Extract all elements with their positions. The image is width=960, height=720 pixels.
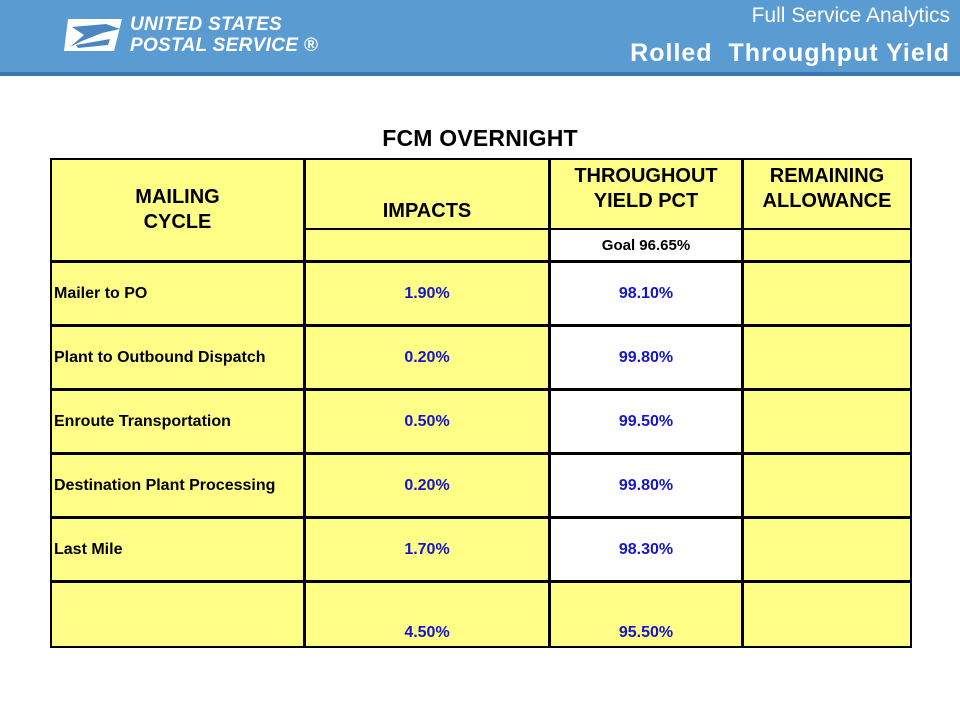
row-label: Last Mile: [50, 517, 305, 582]
logo-text: UNITED STATES POSTAL SERVICE ®: [130, 14, 318, 56]
remaining-subheader-blank: [742, 228, 912, 262]
impacts-subheader-blank: [304, 228, 550, 262]
remaining-value: [742, 453, 912, 518]
yield-value: 99.80%: [549, 453, 743, 518]
col-header-mailing-cycle: MAILING CYCLE: [50, 158, 305, 262]
total-label: [50, 581, 305, 648]
impact-value: 0.50%: [304, 389, 550, 454]
goal-cell: Goal 96.65%: [549, 228, 743, 262]
yield-table: MAILING CYCLE IMPACTS THROUGHOUT YIELD P…: [50, 158, 912, 648]
usps-logo: UNITED STATES POSTAL SERVICE ®: [62, 13, 318, 63]
remaining-value: [742, 261, 912, 326]
header-divider: [0, 72, 960, 76]
impact-value: 1.70%: [304, 517, 550, 582]
yield-value: 99.50%: [549, 389, 743, 454]
impact-value: 0.20%: [304, 453, 550, 518]
row-label: Destination Plant Processing: [50, 453, 305, 518]
impact-value: 1.90%: [304, 261, 550, 326]
col-header-throughput-yield: THROUGHOUT YIELD PCT: [549, 158, 743, 230]
remaining-value: [742, 389, 912, 454]
col-header-remaining-allowance: REMAINING ALLOWANCE: [742, 158, 912, 230]
remaining-value: [742, 517, 912, 582]
eagle-icon: [64, 19, 122, 51]
yield-value: 99.80%: [549, 325, 743, 390]
row-label: Enroute Transportation: [50, 389, 305, 454]
row-label: Plant to Outbound Dispatch: [50, 325, 305, 390]
table-title: FCM OVERNIGHT: [382, 125, 578, 151]
row-label: Mailer to PO: [50, 261, 305, 326]
col-header-impacts: IMPACTS: [304, 158, 550, 230]
total-yield-value: 95.50%: [549, 581, 743, 648]
header-title: Rolled Throughput Yield: [630, 39, 950, 67]
logo-line-2: POSTAL SERVICE ®: [130, 35, 319, 56]
total-remaining-value: [742, 581, 912, 648]
yield-value: 98.10%: [549, 261, 743, 326]
yield-value: 98.30%: [549, 517, 743, 582]
impact-value: 0.20%: [304, 325, 550, 390]
header-subtitle: Full Service Analytics: [751, 4, 950, 27]
logo-line-1: UNITED STATES: [130, 14, 283, 35]
total-impact-value: 4.50%: [304, 581, 550, 648]
header-bar: UNITED STATES POSTAL SERVICE ® Full Serv…: [0, 0, 960, 72]
remaining-value: [742, 325, 912, 390]
